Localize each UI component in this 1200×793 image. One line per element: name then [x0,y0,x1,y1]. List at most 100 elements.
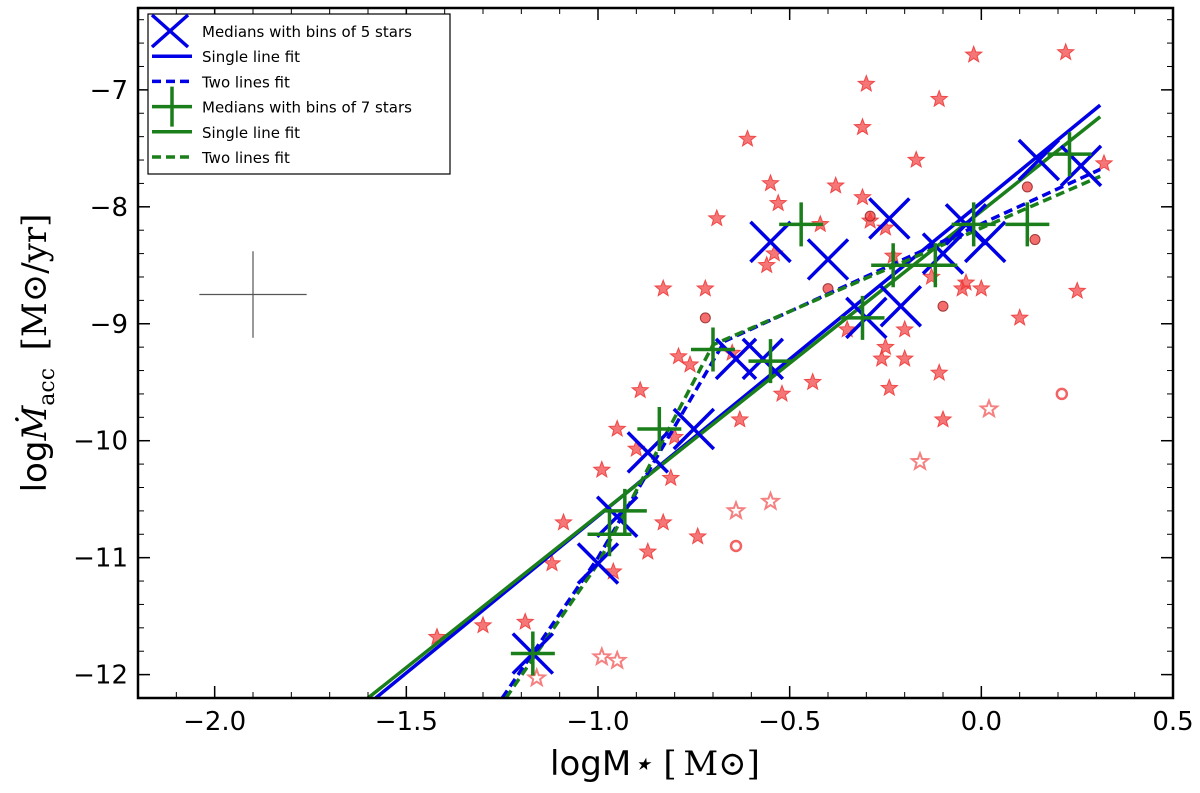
median-7-marker [1005,202,1050,247]
x-axis-label-symbol: ⋆ [631,744,663,784]
star-point [738,129,757,148]
star-point [929,362,949,381]
star-point [853,187,872,206]
y-tick-label: −8 [90,193,128,223]
star-point [906,150,926,169]
open-star-point [590,645,613,667]
two-lines-fit-green [504,174,1101,699]
star-point [630,380,650,399]
star-point [803,372,823,391]
star-point [879,378,899,397]
legend-label: Two lines fit [201,149,290,167]
median-7-marker [587,512,632,557]
x-axis-label: logM⋆ [ M⊙] [550,744,760,784]
star-point [964,44,984,63]
star-point [872,348,892,367]
legend-label: Two lines fit [201,73,290,91]
star-point [669,346,688,365]
y-tick-label: −9 [90,310,128,340]
star-point [757,255,777,274]
star-point [895,348,915,367]
star-point [607,419,627,438]
star-point [929,89,949,108]
median-5-marker [1017,138,1061,182]
star-point [638,541,658,560]
x-tick-label: −0.5 [758,707,821,737]
star-point [603,561,623,580]
median-7-marker [637,407,682,452]
star-point [922,267,941,286]
open-dot-point [729,539,743,553]
open-dot-point [1055,387,1069,401]
y-axis-label: logṀacc [M⊙/yr] [15,214,60,493]
median-7-marker [951,202,996,247]
x-tick-label: −2.0 [183,707,246,737]
x-tick-label: 0.5 [1152,707,1193,737]
y-axis-label-symbol: Ṁ [15,405,55,442]
error-bar-layer [199,251,307,338]
star-point [730,409,750,428]
dot-point [864,210,876,222]
star-point [971,278,991,297]
star-point [837,319,857,338]
star-point [1067,281,1087,300]
y-axis-label-text: log [15,441,55,493]
star-point [876,217,895,236]
median-5-marker [672,407,716,451]
two-lines-fit-blue [500,167,1101,699]
legend-label: Medians with bins of 7 stars [202,99,412,117]
star-point [473,615,493,634]
median-5-marker [963,220,1007,264]
legend-label: Single line fit [202,124,300,142]
y-tick-label: −7 [90,76,128,106]
open-star-point [606,649,629,670]
median-7-marker [748,339,793,384]
star-point [1094,153,1114,172]
median-7-marker [691,327,735,372]
axis-ticks-layer: −2.0 −1.5 −1.0 −0.5 0.0 0.5 −12 −11 −10 −9 −8 −7 [73,8,1194,737]
star-point [707,208,727,227]
median-5-marker [626,431,670,474]
median-5-marker [806,238,850,281]
median-7-marker [871,243,916,288]
open-star-point [909,450,931,471]
open-star-point [759,490,782,511]
median-5-marker [749,220,792,264]
star-point [653,278,673,297]
star-point [956,272,976,291]
legend-label: Medians with bins of 5 stars [202,23,412,41]
median-7-marker [913,243,958,288]
legend-box [147,13,451,175]
star-point [826,175,846,194]
star-point [1010,307,1030,326]
median-7-marker [1047,132,1092,177]
star-point [772,383,792,402]
star-point [761,173,780,192]
median-5-marker [576,542,620,585]
x-tick-label: −1.5 [375,707,438,737]
y-tick-label: −12 [73,661,128,691]
star-point [592,459,612,478]
star-point [768,193,788,212]
y-axis-label-unit: [M⊙/yr] [15,214,55,368]
x-tick-label: −1.0 [566,707,629,737]
dot-point [1021,181,1033,193]
median-markers-layer [510,132,1103,676]
star-point [515,612,535,631]
star-point [554,512,573,531]
open-star-point [725,499,747,521]
y-tick-label: −10 [73,427,128,457]
median-7-marker [779,202,824,247]
star-point [933,409,953,428]
star-point [856,74,876,93]
single-line-fit-blue [374,103,1102,700]
star-point [427,627,447,646]
open-star-point [978,397,1000,419]
open-star-point [525,666,548,688]
y-axis-label-subscript: acc [35,368,60,406]
y-tick-label: −11 [73,544,128,574]
star-point [695,278,715,297]
x-axis-label-unit: [ M⊙] [663,744,760,784]
star-point [653,512,673,531]
legend-plus-marker [152,86,192,127]
